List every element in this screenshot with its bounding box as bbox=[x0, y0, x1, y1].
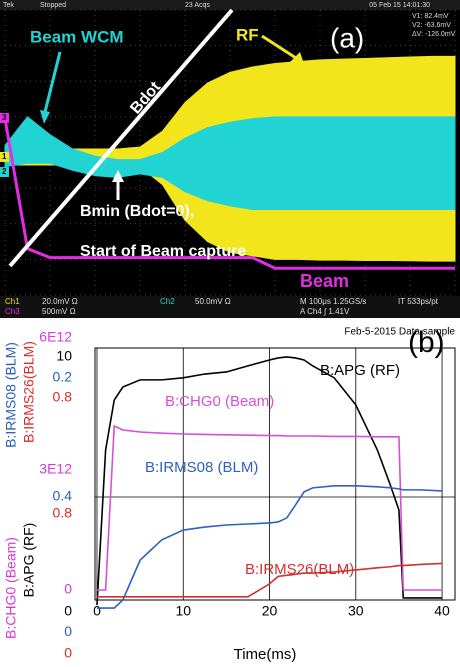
annotation: Start of Beam capture bbox=[80, 243, 246, 260]
axis-scale-label: 6E12 bbox=[39, 329, 72, 345]
x-axis-label: Time(ms) bbox=[234, 646, 297, 663]
cursor-readout: ΔV: -126.0mV bbox=[412, 31, 456, 38]
data-note: Feb-5-2015 Data sample bbox=[344, 327, 455, 338]
series-label: B:IRMS08 (BLM) bbox=[145, 459, 258, 476]
cursor-readout: V1: 82.4mV bbox=[412, 13, 449, 20]
y-tick-label: 10 bbox=[56, 348, 72, 364]
y-tick-label: 0.4 bbox=[53, 488, 73, 504]
series-label: B:IRMS26(BLM) bbox=[245, 561, 354, 578]
channel-marker: 2 bbox=[2, 167, 7, 176]
series-line bbox=[96, 485, 443, 609]
setting-text: A Ch4 ∫ 1.41V bbox=[300, 307, 350, 316]
scope-panel: Tek Stopped 23 Acqs 05 Feb 15 14:01:30 V1: 8… bbox=[0, 2, 456, 316]
setting-text: M 100μs 1.25GS/s bbox=[300, 297, 366, 306]
x-tick-label: 20 bbox=[262, 603, 278, 619]
setting-text: Ch3 bbox=[5, 307, 20, 316]
setting-text: 500mV Ω bbox=[42, 307, 76, 316]
annotation: RF bbox=[236, 25, 259, 44]
arrow-head bbox=[112, 170, 124, 182]
y-axis-title: B:APG (RF) bbox=[21, 523, 37, 598]
arrow bbox=[261, 34, 297, 60]
setting-text: Ch2 bbox=[160, 297, 175, 306]
y-tick-label: 0.8 bbox=[53, 505, 73, 521]
series-line bbox=[96, 562, 443, 598]
annotation: Bmin (Bdot=0), bbox=[80, 203, 194, 220]
annotation: Beam WCM bbox=[30, 27, 124, 46]
y-tick-label: 0 bbox=[64, 623, 72, 639]
setting-text: 50.0mV Ω bbox=[195, 297, 231, 306]
arrow bbox=[43, 51, 62, 113]
y-tick-label: 0 bbox=[64, 645, 72, 661]
channel-marker-box bbox=[0, 113, 9, 123]
axis-scale-label: 0.8 bbox=[53, 389, 73, 405]
y-tick-label: 0 bbox=[64, 603, 72, 619]
setting-text: IT 533ps/pt bbox=[398, 297, 439, 306]
series-label: B:APG (RF) bbox=[320, 362, 400, 379]
signal-envelope bbox=[4, 116, 456, 210]
channel-marker-box bbox=[0, 167, 9, 177]
y-tick-label: 0 bbox=[64, 581, 72, 597]
signal-trace bbox=[3, 118, 455, 270]
scope-status-bar bbox=[0, 0, 460, 10]
x-tick-label: 0 bbox=[93, 603, 101, 619]
setting-text: 20.0mV Ω bbox=[42, 297, 78, 306]
series-line bbox=[96, 424, 443, 591]
y-axis-title: B:IRMS08 (BLM) bbox=[3, 342, 19, 448]
annotation: (a) bbox=[330, 22, 364, 53]
status-text: Stopped bbox=[40, 2, 66, 9]
status-text: Tek bbox=[3, 2, 14, 9]
series-line bbox=[96, 356, 443, 606]
status-text: 23 Acqs bbox=[185, 2, 210, 9]
annotation: Beam bbox=[300, 271, 349, 291]
arrow-head bbox=[40, 110, 50, 124]
y-tick-label: 3E12 bbox=[39, 461, 72, 477]
y-axis-title: B:IRMS26(BLM) bbox=[21, 341, 37, 443]
bdot-line bbox=[8, 8, 234, 268]
x-tick-label: 40 bbox=[434, 603, 450, 619]
arrow-head bbox=[290, 52, 304, 64]
scope-settings-bar bbox=[0, 296, 460, 318]
cursor-readout: V2: -63.6mV bbox=[412, 22, 451, 29]
x-tick-label: 30 bbox=[348, 603, 364, 619]
plot-frame bbox=[94, 347, 456, 601]
series-label: B:CHG0 (Beam) bbox=[165, 393, 274, 410]
axis-scale-label: 0.2 bbox=[53, 369, 73, 385]
channel-marker: 3 bbox=[2, 113, 7, 122]
setting-text: Ch1 bbox=[5, 297, 20, 306]
status-text: 05 Feb 15 14:01:30 bbox=[369, 2, 430, 9]
channel-marker: 1 bbox=[2, 152, 7, 161]
y-axis-title: B:CHG0 (Beam) bbox=[3, 537, 19, 639]
channel-marker-box bbox=[0, 152, 9, 162]
x-tick-label: 10 bbox=[175, 603, 191, 619]
panel-label: (b) bbox=[408, 326, 445, 359]
